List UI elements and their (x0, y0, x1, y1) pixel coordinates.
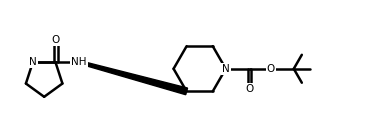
Text: O: O (266, 64, 275, 74)
Text: N: N (29, 57, 37, 67)
Polygon shape (79, 61, 187, 95)
Text: NH: NH (71, 57, 87, 67)
Text: N: N (222, 64, 230, 74)
Text: O: O (52, 35, 60, 45)
Text: O: O (245, 84, 254, 94)
